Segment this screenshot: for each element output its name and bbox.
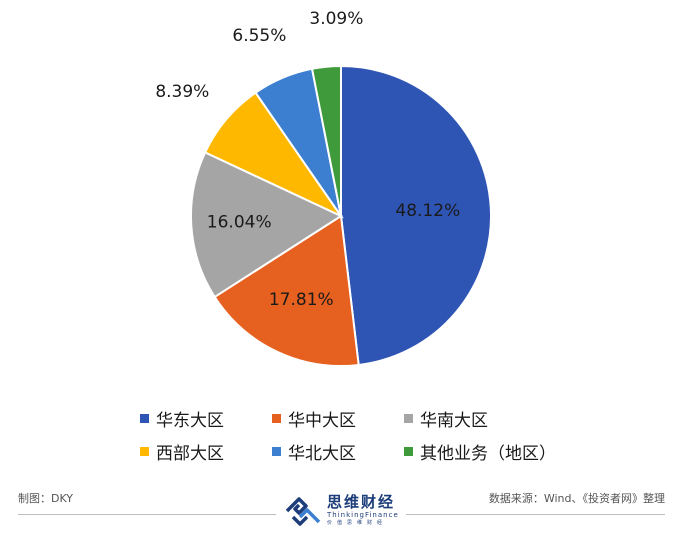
author-credit: 制图：DKY — [18, 492, 74, 505]
legend-swatch — [140, 414, 149, 423]
pie-chart: 48.12% 17.81% 16.04% 8.39% 6.55% 3.09% — [155, 9, 492, 367]
slice-label-huazhong: 17.81% — [269, 290, 334, 310]
legend-item-huadong: 华东大区 — [140, 406, 272, 431]
pie-slice-other — [310, 64, 342, 217]
legend-row-1: 华东大区 华中大区 华南大区 — [140, 402, 600, 435]
slice-label-huabei: 6.55% — [232, 26, 286, 46]
legend-item-other: 其他业务（地区） — [404, 439, 600, 464]
data-source: 数据来源：Wind、《投资者网》整理 — [488, 492, 665, 505]
slice-label-other: 3.09% — [309, 9, 363, 29]
legend-swatch — [272, 447, 281, 456]
slice-label-xibu: 8.39% — [155, 82, 209, 102]
brand-name-cn: 思维财经 — [327, 493, 396, 511]
pie-slices — [190, 64, 492, 367]
brand-name-en: ThinkingFinance — [327, 511, 399, 519]
slice-label-huanan: 16.04% — [207, 213, 272, 233]
slice-label-huadong: 48.12% — [395, 201, 460, 221]
footer-divider-right — [406, 514, 665, 515]
brand-logo: 思维财经 ThinkingFinance 价值思维财经 — [284, 494, 399, 527]
footer-divider-left — [18, 514, 276, 515]
legend-swatch — [272, 414, 281, 423]
pie-slice-huanan — [190, 151, 344, 299]
legend-swatch — [140, 447, 149, 456]
legend-label: 华中大区 — [288, 411, 356, 431]
legend-row-2: 西部大区 华北大区 其他业务（地区） — [140, 435, 600, 468]
slice-labels: 48.12% 17.81% 16.04% 8.39% 6.55% 3.09% — [155, 9, 460, 310]
legend-item-huanan: 华南大区 — [404, 406, 536, 431]
brand-logo-icon — [285, 496, 321, 526]
legend-item-huazhong: 华中大区 — [272, 406, 404, 431]
legend-label: 西部大区 — [156, 444, 224, 464]
legend-item-huabei: 华北大区 — [272, 439, 404, 464]
legend-label: 华南大区 — [420, 411, 488, 431]
pie-slice-huazhong — [213, 214, 360, 367]
legend-swatch — [404, 447, 413, 456]
legend-label: 华东大区 — [156, 411, 224, 431]
legend-swatch — [404, 414, 413, 423]
pie-slice-huadong — [340, 64, 492, 367]
brand-logo-text: 思维财经 ThinkingFinance 价值思维财经 — [327, 494, 399, 527]
legend: 华东大区 华中大区 华南大区 西部大区 华北大区 其他业务（地区） — [140, 402, 600, 468]
legend-item-xibu: 西部大区 — [140, 439, 272, 464]
brand-slogan: 价值思维财经 — [327, 520, 388, 526]
legend-label: 华北大区 — [288, 444, 356, 464]
legend-label: 其他业务（地区） — [420, 444, 556, 464]
